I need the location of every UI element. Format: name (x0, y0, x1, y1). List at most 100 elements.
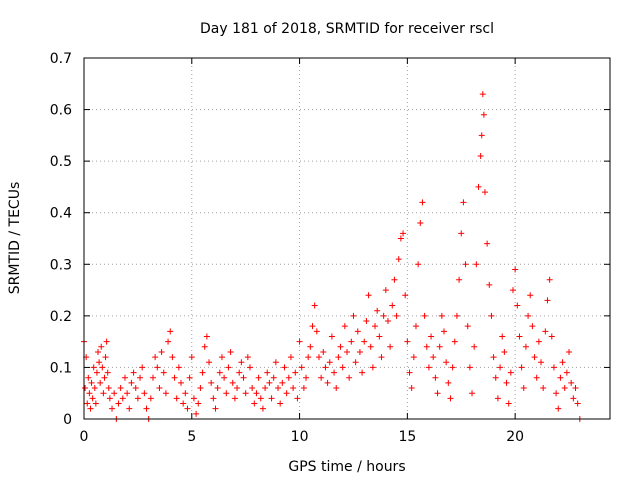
data-point (100, 390, 107, 397)
data-point (102, 354, 109, 361)
y-tick-label: 0.3 (50, 257, 72, 273)
data-point (333, 385, 340, 392)
data-point (538, 359, 545, 366)
data-point (423, 343, 430, 350)
data-point (264, 369, 271, 376)
data-point (397, 235, 404, 242)
data-point (315, 354, 322, 361)
data-point (525, 312, 532, 319)
data-point (438, 312, 445, 319)
data-point (156, 385, 163, 392)
data-point (346, 374, 353, 381)
data-point (359, 369, 366, 376)
data-point (434, 390, 441, 397)
data-point (134, 395, 141, 402)
data-point (544, 297, 551, 304)
data-point (268, 395, 275, 402)
data-point (309, 323, 316, 330)
data-point (436, 343, 443, 350)
data-point (402, 292, 409, 299)
data-point (533, 374, 540, 381)
data-point (132, 385, 139, 392)
data-point (137, 374, 144, 381)
x-tick-label: 10 (291, 429, 309, 445)
data-point (158, 348, 165, 355)
data-point (348, 338, 355, 345)
data-point (361, 338, 368, 345)
data-point (557, 374, 564, 381)
data-point (344, 348, 350, 355)
data-point (272, 359, 279, 366)
data-point (356, 348, 363, 355)
data-point (115, 400, 122, 407)
data-point (382, 287, 389, 294)
data-point (121, 374, 128, 381)
y-tick-label: 0.2 (50, 309, 72, 325)
data-point (175, 364, 182, 371)
data-point (415, 261, 422, 268)
data-point (109, 405, 116, 412)
data-point (451, 338, 458, 345)
data-point (105, 385, 112, 392)
data-point (548, 333, 555, 340)
data-point (365, 292, 372, 299)
x-tick-label: 0 (80, 429, 89, 445)
data-point (275, 385, 282, 392)
data-point (527, 292, 534, 299)
data-point (149, 374, 156, 381)
data-point (103, 338, 110, 345)
data-point (171, 374, 178, 381)
data-point (229, 379, 236, 386)
data-point (367, 343, 374, 350)
data-point (88, 379, 95, 386)
y-tick-label: 0.5 (50, 154, 72, 170)
data-point (259, 405, 266, 412)
data-point (320, 348, 327, 355)
data-point (93, 369, 100, 376)
data-point (318, 374, 325, 381)
data-point (124, 390, 131, 397)
data-point (87, 405, 94, 412)
chart-title: Day 181 of 2018, SRMTID for receiver rsc… (200, 21, 494, 37)
data-point (193, 410, 200, 417)
data-point (404, 338, 411, 345)
data-point (570, 395, 577, 402)
data-point (307, 343, 314, 350)
data-point (322, 364, 329, 371)
data-point (173, 395, 180, 402)
data-point (520, 385, 527, 392)
data-point (443, 359, 450, 366)
data-point (553, 390, 560, 397)
data-point (441, 328, 448, 335)
data-point (169, 354, 176, 361)
data-point (303, 374, 310, 381)
data-point (203, 333, 210, 340)
data-point (352, 359, 359, 366)
data-point (313, 328, 320, 335)
data-point (479, 91, 486, 98)
data-point (341, 323, 348, 330)
data-point (531, 354, 538, 361)
y-tick-label: 0.4 (50, 206, 72, 222)
data-point (117, 385, 124, 392)
data-point (477, 152, 484, 159)
data-point (469, 390, 476, 397)
data-point (492, 374, 499, 381)
data-point (561, 385, 568, 392)
data-point (180, 400, 187, 407)
data-point (285, 374, 292, 381)
data-point (130, 369, 137, 376)
data-point (257, 395, 264, 402)
data-point (214, 385, 221, 392)
data-point (188, 354, 195, 361)
data-point (542, 328, 549, 335)
data-point (99, 364, 106, 371)
data-point (507, 369, 514, 376)
data-point (421, 312, 428, 319)
data-point (363, 318, 370, 325)
data-point (212, 405, 219, 412)
data-point (354, 328, 361, 335)
data-point (374, 307, 381, 314)
data-point (494, 395, 501, 402)
data-point (535, 338, 542, 345)
